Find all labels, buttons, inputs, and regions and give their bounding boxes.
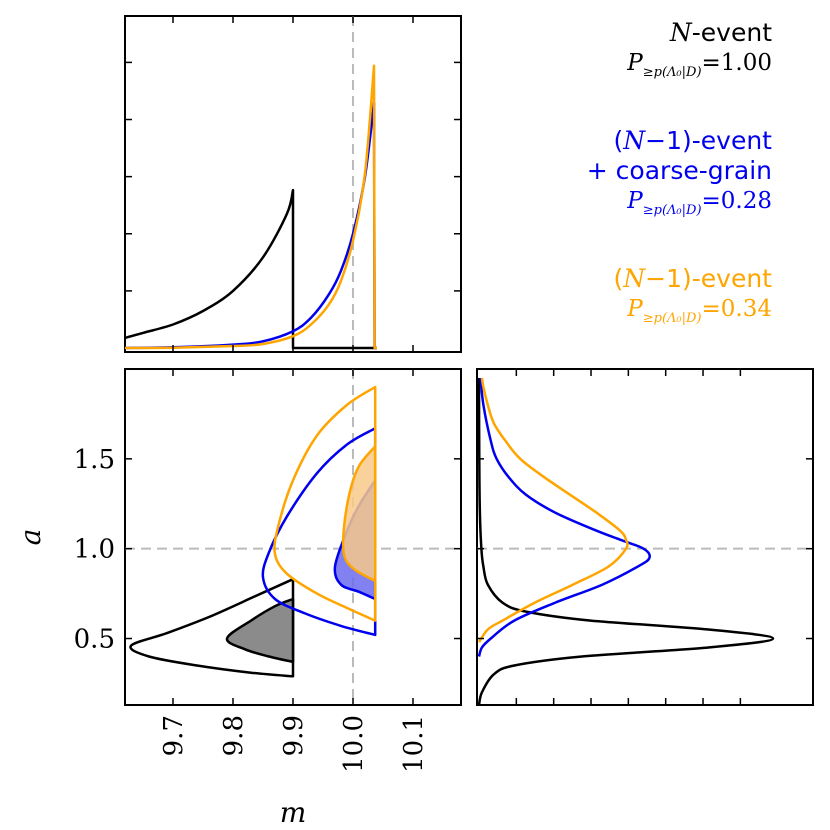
legend-coarse-grain-line2: + coarse-grain: [586, 156, 772, 185]
legend-n-event-name: N-event: [669, 18, 772, 47]
x-tick-label-0: 9.7: [159, 715, 189, 756]
contour-n-event-outer: [129, 577, 295, 678]
x-tick-label-4: 10.1: [399, 715, 429, 773]
marginal-m-curve-n-event: [125, 188, 377, 350]
x-axis-label: m: [280, 796, 307, 829]
x-tick-label-1: 9.8: [219, 715, 249, 756]
legend-coarse-grain-probability: P≥p(Λ₀|D)=0.28: [627, 188, 772, 218]
marginal-a-curve-n-1-event-coarse-grain: [477, 377, 651, 657]
y-tick-label-0: 0.5: [74, 625, 115, 655]
legend-n-minus-1: (N−1)-event P≥p(Λ₀|D)=0.34: [614, 264, 772, 334]
contour-n-1-event-outer: [273, 385, 377, 622]
contour-n-1-event-inner: [341, 445, 377, 583]
marginal-a-curve-n-1-event: [477, 377, 629, 643]
contour-coarse-grain-outer: [261, 427, 377, 637]
y-axis-label: a: [14, 529, 47, 546]
marginal-m-curve-n-1-event-coarse-grain: [125, 101, 377, 350]
legend-n-minus-1-name: (N−1)-event: [613, 264, 772, 293]
y-tick-label-2: 1.5: [74, 445, 115, 475]
legend-n-event-probability: P≥p(Λ₀|D)=1.00: [627, 50, 772, 80]
legend-n-event: N-event P≥p(Λ₀|D)=1.00: [627, 18, 772, 88]
legend-n-minus-1-probability: P≥p(Λ₀|D)=0.34: [627, 296, 772, 326]
marginal-a-panel: [476, 368, 814, 706]
marginal-a-curve-n-event: [477, 377, 775, 705]
x-tick-label-3: 10.0: [339, 715, 369, 773]
x-tick-label-2: 9.9: [279, 715, 309, 756]
contour-n-event-inner: [225, 597, 295, 664]
legend-coarse-grain: (N−1)-event + coarse-grain P≥p(Λ₀|D)=0.2…: [587, 126, 772, 226]
y-tick-label-1: 1.0: [74, 535, 115, 565]
marginal-m-curve-n-1-event: [125, 64, 377, 350]
legend-coarse-grain-name: (N−1)-event: [613, 126, 772, 155]
